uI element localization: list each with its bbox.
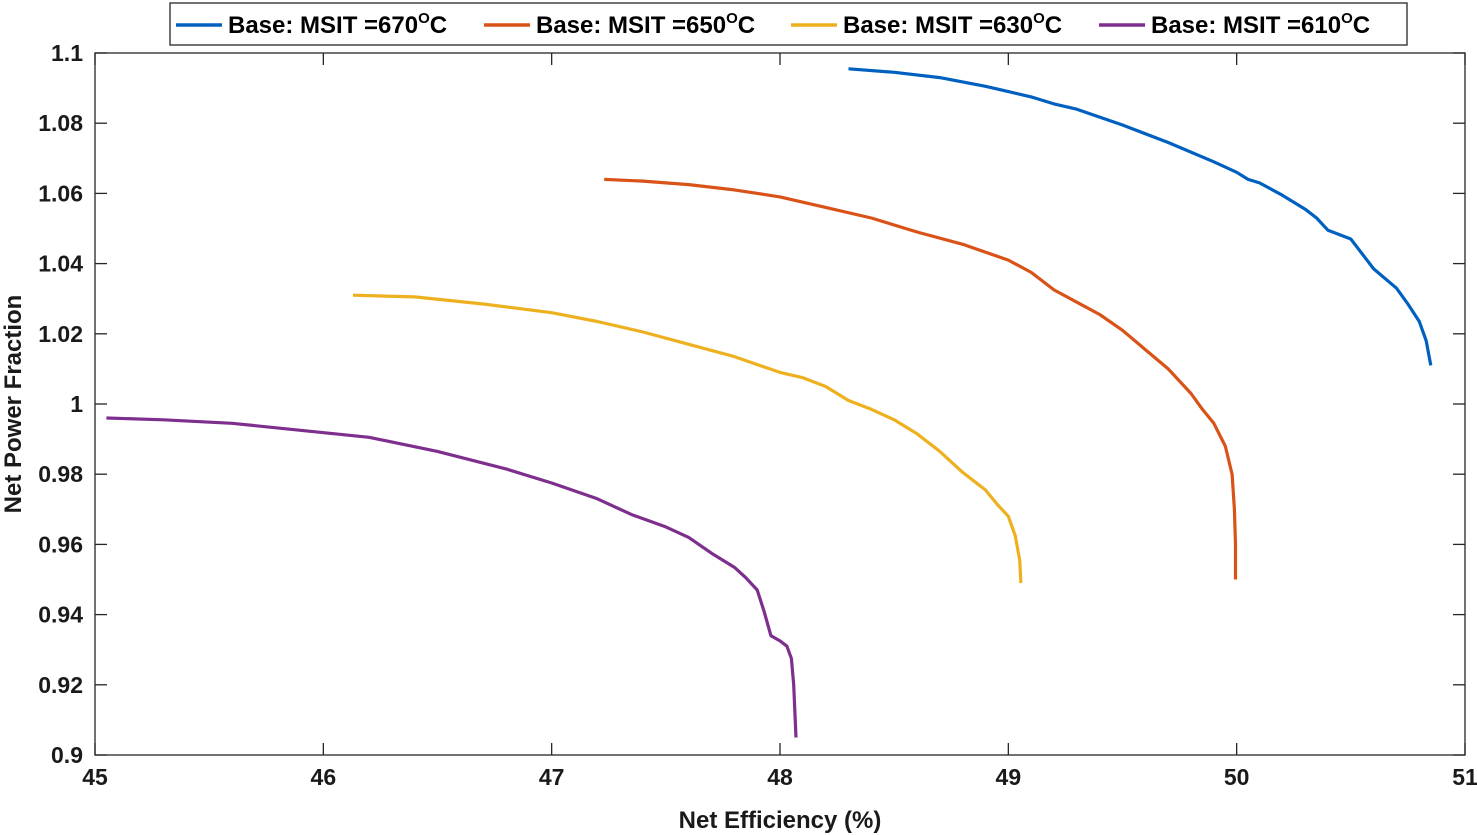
- y-tick-label: 1.08: [38, 110, 83, 136]
- x-axis-title: Net Efficiency (%): [679, 807, 882, 834]
- legend-label: Base: MSIT =630OC: [843, 10, 1062, 39]
- y-tick-label: 0.96: [38, 531, 83, 557]
- y-tick-label: 0.92: [38, 672, 83, 698]
- legend-label: Base: MSIT =670OC: [228, 10, 447, 39]
- y-tick-label: 1.1: [51, 40, 83, 66]
- x-tick-label: 46: [311, 764, 337, 790]
- x-tick-label: 51: [1452, 764, 1477, 790]
- series-line-4: [106, 416, 798, 738]
- x-tick-label: 50: [1224, 764, 1250, 790]
- legend: Base: MSIT =670OC Base: MSIT =650OC Base: …: [169, 2, 1408, 46]
- legend-box: [169, 2, 1408, 46]
- y-tick-label: 1.02: [38, 321, 83, 347]
- series-line-1: [848, 67, 1433, 366]
- plot-background: [95, 53, 1465, 755]
- series-line-2: [604, 177, 1238, 580]
- y-tick-label: 1: [70, 391, 83, 417]
- y-axis-title: Net Power Fraction: [0, 295, 27, 514]
- series-line-3: [352, 293, 1023, 584]
- x-tick-label: 48: [767, 764, 793, 790]
- y-tick-label: 0.98: [38, 461, 83, 487]
- x-tick-label: 47: [539, 764, 565, 790]
- legend-label: Base: MSIT =610OC: [1151, 10, 1370, 39]
- tick-layer: 45 46 47 48 49 50 51 0.9 0.92 0.94 0.96 0.98 1 1.02 1.…: [38, 40, 1477, 790]
- x-tick-label: 45: [82, 764, 108, 790]
- x-tick-label: 49: [996, 764, 1022, 790]
- legend-label: Base: MSIT =650OC: [536, 10, 755, 39]
- y-tick-label: 0.9: [51, 742, 83, 768]
- y-tick-label: 1.06: [38, 180, 83, 206]
- series-layer: [106, 67, 1433, 738]
- y-tick-label: 1.04: [38, 251, 83, 277]
- y-tick-label: 0.94: [38, 602, 83, 628]
